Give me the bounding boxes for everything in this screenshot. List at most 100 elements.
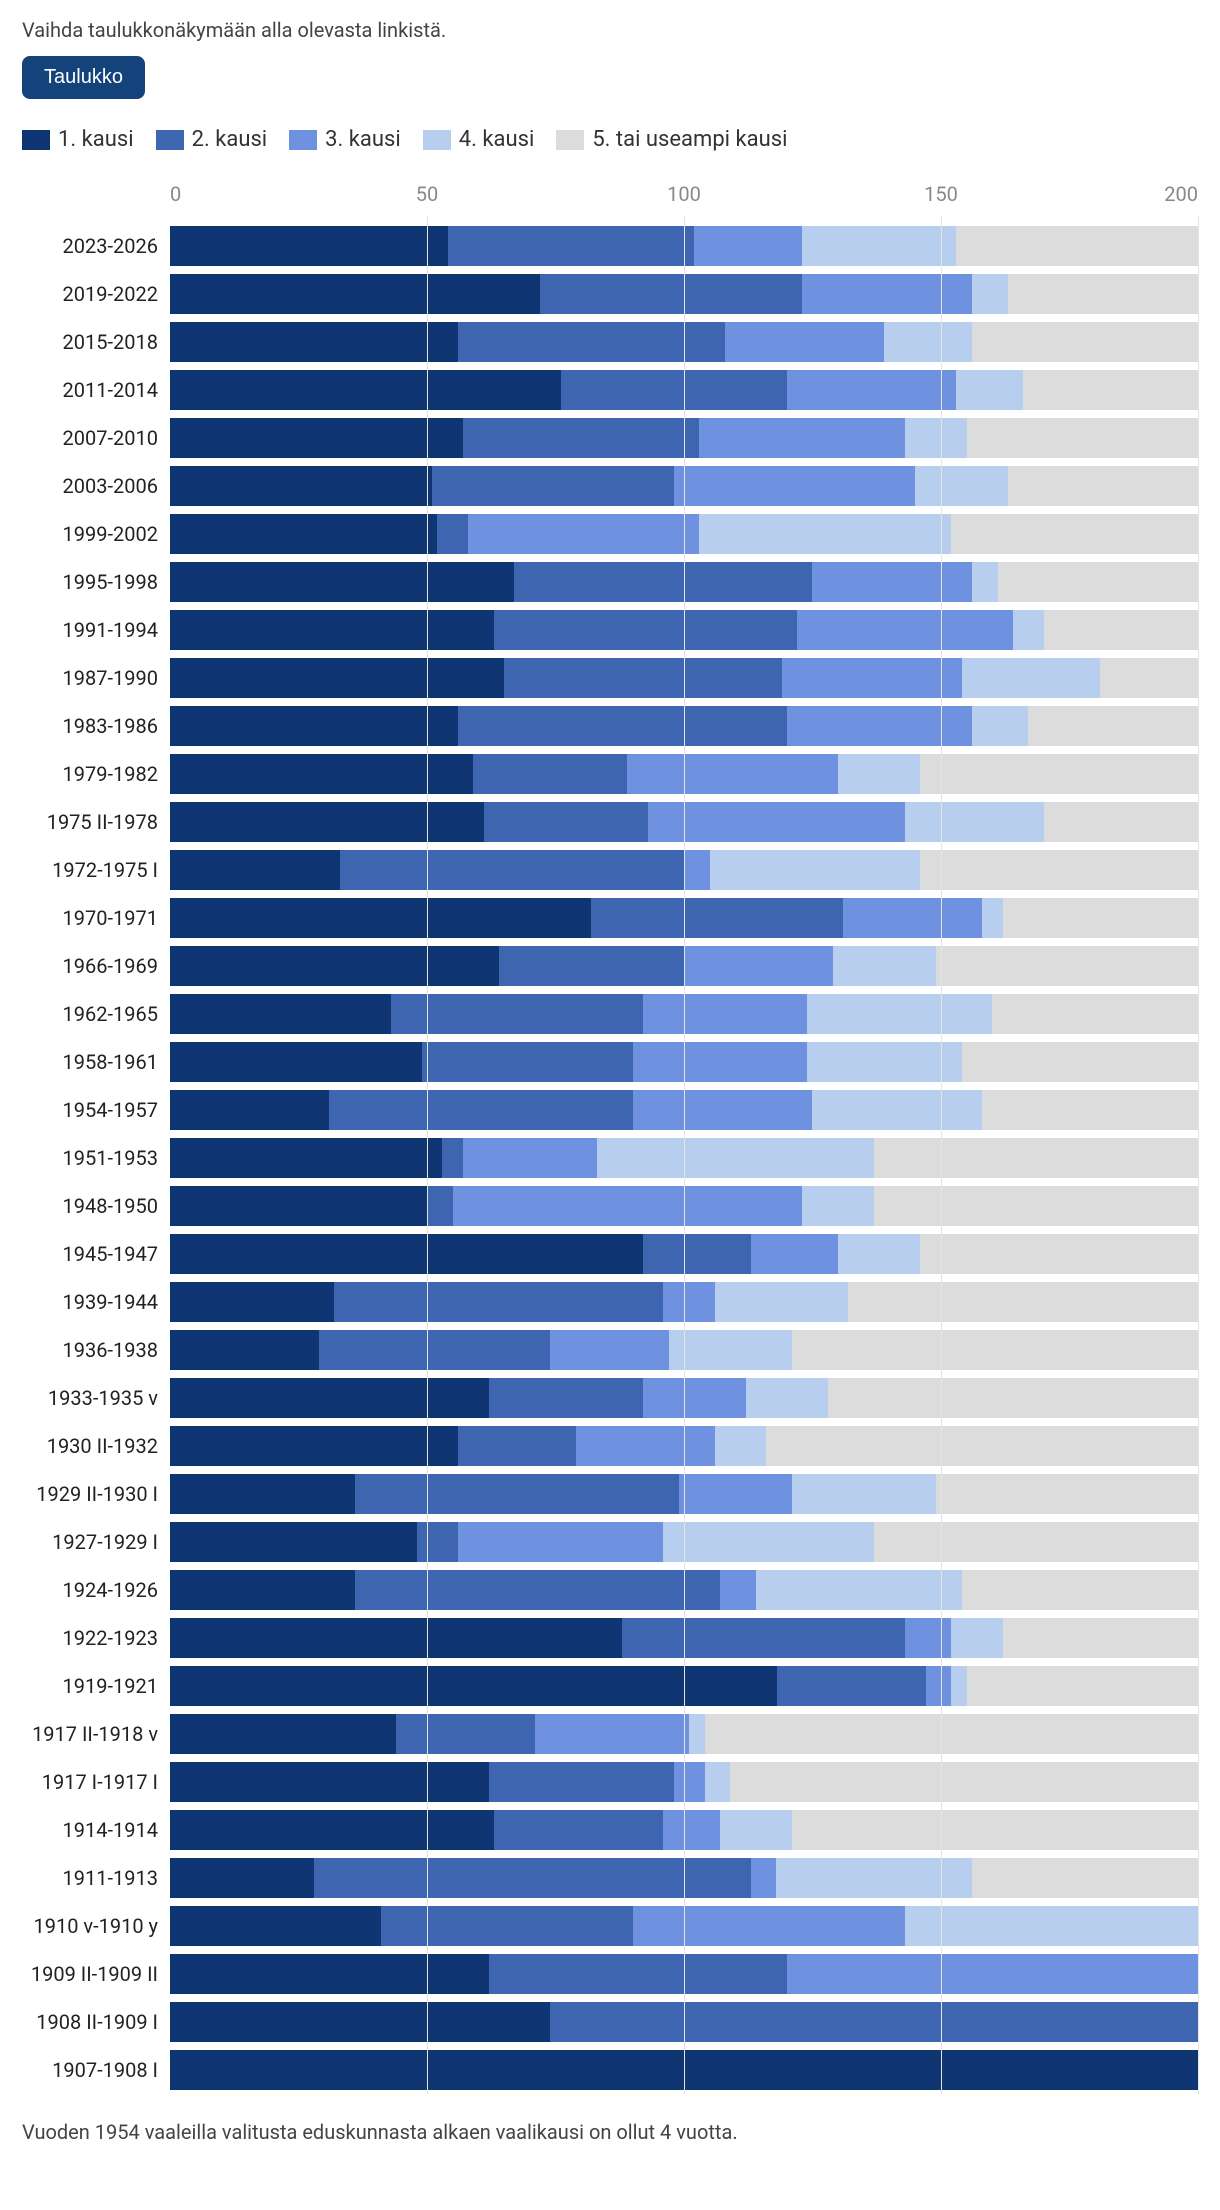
bar-segment — [448, 226, 695, 266]
bar-segment — [550, 1330, 668, 1370]
bar-segment — [633, 1042, 808, 1082]
legend-swatch — [423, 130, 451, 150]
bar-row — [170, 702, 1198, 750]
bar-row — [170, 366, 1198, 414]
bar-segment — [170, 274, 540, 314]
bar-segment — [381, 1906, 633, 1946]
bar-segment — [391, 994, 643, 1034]
bar-segment — [1054, 418, 1198, 458]
bar-row — [170, 1278, 1198, 1326]
bar-segment — [956, 226, 1110, 266]
bar-segment — [751, 1858, 777, 1898]
bar-segment — [453, 1186, 803, 1226]
bar-segment — [170, 1426, 458, 1466]
bar-row — [170, 846, 1198, 894]
bar-segment — [838, 754, 920, 794]
bar-segment — [905, 418, 967, 458]
bar-segment — [170, 226, 448, 266]
bar-segment — [699, 418, 905, 458]
bar-segment — [679, 1474, 792, 1514]
bar-segment — [807, 1042, 961, 1082]
bar-segment — [170, 370, 561, 410]
category-label: 1979-1982 — [22, 750, 170, 798]
bar-segment — [962, 658, 1101, 698]
bar-segment — [494, 610, 797, 650]
legend-item: 5. tai useampi kausi — [556, 127, 787, 152]
bar-row — [170, 942, 1198, 990]
bar-segment — [905, 1906, 1198, 1946]
bar-row — [170, 606, 1198, 654]
bar-segment — [170, 1282, 334, 1322]
category-label: 1945-1947 — [22, 1230, 170, 1278]
legend-item: 3. kausi — [289, 127, 401, 152]
bar-segment — [992, 994, 1198, 1034]
bar-segment — [972, 1858, 1198, 1898]
bar-segment — [962, 1570, 1013, 1610]
bar-segment — [170, 1666, 777, 1706]
bar-segment — [782, 1714, 1198, 1754]
stacked-bar — [170, 1042, 1198, 1082]
bar-segment — [458, 322, 725, 362]
category-label: 1917 II-1918 v — [22, 1710, 170, 1758]
bar-segment — [833, 946, 936, 986]
bar-row — [170, 1518, 1198, 1566]
bar-segment — [812, 562, 971, 602]
category-label: 2023-2026 — [22, 222, 170, 270]
bar-row — [170, 1710, 1198, 1758]
legend-swatch — [556, 130, 584, 150]
category-label: 1919-1921 — [22, 1662, 170, 1710]
bar-segment — [170, 1234, 643, 1274]
bar-segment — [170, 1522, 417, 1562]
bar-row — [170, 318, 1198, 366]
legend-item: 1. kausi — [22, 127, 134, 152]
bar-segment — [170, 1474, 355, 1514]
bar-segment — [874, 1186, 936, 1226]
bar-segment — [777, 1666, 926, 1706]
stacked-bar — [170, 466, 1198, 506]
stacked-bar — [170, 946, 1198, 986]
footnote: Vuoden 1954 vaaleilla valitusta eduskunn… — [22, 2120, 1198, 2144]
legend-label: 5. tai useampi kausi — [592, 127, 787, 152]
bar-segment — [766, 1426, 853, 1466]
bar-segment — [699, 514, 951, 554]
legend-item: 2. kausi — [156, 127, 268, 152]
bar-segment — [663, 1810, 720, 1850]
bar-segment — [170, 754, 473, 794]
bar-segment — [715, 1426, 766, 1466]
bar-segment — [756, 1570, 962, 1610]
bar-row — [170, 2046, 1198, 2094]
stacked-bar — [170, 226, 1198, 266]
bar-row — [170, 1662, 1198, 1710]
bar-segment — [1095, 754, 1198, 794]
table-view-button[interactable]: Taulukko — [22, 56, 145, 99]
bar-segment — [170, 2050, 1198, 2090]
bar-segment — [776, 1858, 971, 1898]
stacked-bar — [170, 1234, 1198, 1274]
bar-segment — [329, 1090, 632, 1130]
bar-segment — [170, 2002, 550, 2042]
category-label: 1975 II-1978 — [22, 798, 170, 846]
bar-row — [170, 1326, 1198, 1374]
bar-segment — [340, 850, 684, 890]
bar-segment — [170, 1858, 314, 1898]
bar-row — [170, 1470, 1198, 1518]
bar-segment — [427, 1186, 453, 1226]
bar-segment — [807, 994, 992, 1034]
bar-segment — [972, 706, 1029, 746]
stacked-bar — [170, 802, 1198, 842]
bar-segment — [484, 802, 648, 842]
category-label: 1927-1929 I — [22, 1518, 170, 1566]
category-label: 1939-1944 — [22, 1278, 170, 1326]
bar-segment — [977, 1522, 1198, 1562]
stacked-bar — [170, 706, 1198, 746]
bar-segment — [715, 1282, 849, 1322]
bar-segment — [905, 802, 1044, 842]
bar-segment — [622, 1618, 905, 1658]
bar-segment — [663, 1282, 714, 1322]
bar-segment — [170, 1138, 442, 1178]
bar-segment — [627, 754, 838, 794]
bar-segment — [170, 1618, 622, 1658]
legend-label: 2. kausi — [192, 127, 268, 152]
category-label: 1991-1994 — [22, 606, 170, 654]
bar-segment — [442, 1138, 463, 1178]
